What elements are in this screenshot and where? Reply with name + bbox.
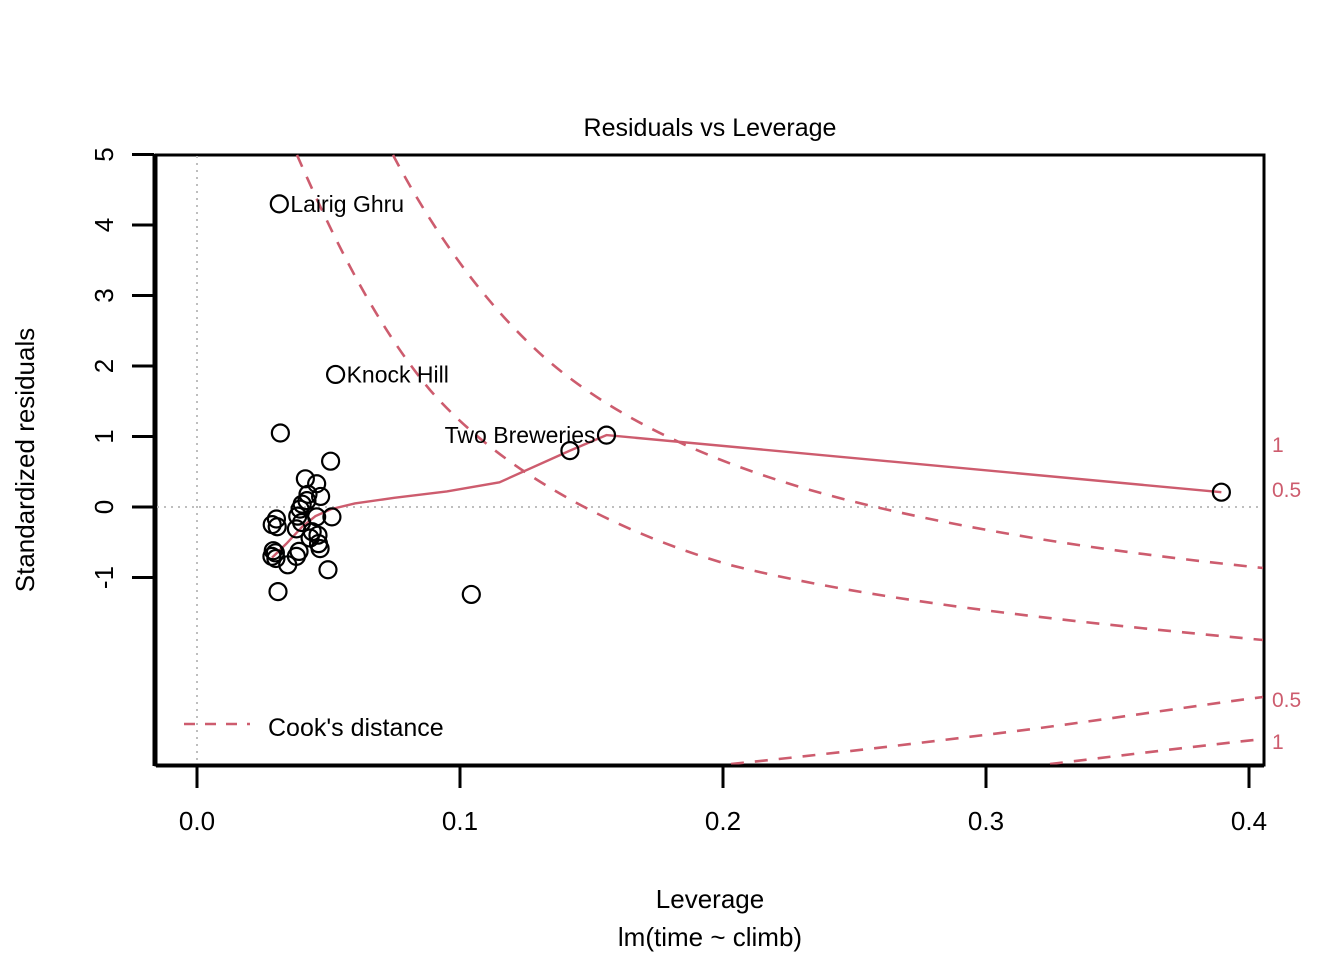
y-tick-label: 4 [89,218,119,232]
scatter-points-layer [262,194,1231,605]
point-labels-layer: Lairig Ghru Knock Hill Two Breweries [290,191,595,448]
cooks-contour-upper-1 [391,154,1264,570]
y-axis: -1 0 1 2 3 4 5 Standardized residuals [10,147,156,766]
data-point [310,538,330,559]
data-point [318,560,338,580]
x-tick-label: 0.0 [179,806,215,836]
cooks-contour-upper-0.5 [295,154,1264,642]
data-point [1211,482,1231,502]
data-point [266,548,286,569]
data-point [265,543,285,563]
x-tick-label: 0.1 [442,806,478,836]
cooks-contour-lower-1 [1049,737,1264,766]
data-point [308,525,328,545]
cooks-contour-labels: 1 0.5 0.5 1 [1272,434,1301,754]
point-label: Knock Hill [347,361,449,387]
point-label: Two Breweries [445,422,596,448]
data-point [596,425,617,445]
data-point [266,509,287,529]
x-tick-label: 0.3 [968,806,1004,836]
y-tick-label: -1 [89,566,119,589]
x-axis-title: Leverage [656,884,764,914]
point-label: Lairig Ghru [290,191,404,217]
y-tick-label: 0 [89,500,119,514]
y-tick-label: 3 [89,288,119,302]
legend-label: Cook's distance [268,714,444,742]
contour-label-lower-1: 1 [1272,731,1284,754]
data-point [278,555,298,575]
cooks-distance-contours [295,154,1264,766]
data-point [560,441,580,461]
data-point [321,451,341,471]
contour-label-upper-1: 1 [1272,434,1284,457]
data-point [311,486,331,507]
y-axis-title: Standardized residuals [10,328,40,593]
x-tick-label: 0.2 [705,806,741,836]
cooks-distance-legend: Cook's distance [184,714,444,742]
loess-smoother-line [271,433,1222,559]
contour-label-lower-0.5: 0.5 [1272,689,1301,712]
data-point [268,581,288,602]
page-title: Residuals vs Leverage [584,114,837,142]
data-point [461,584,481,605]
data-point [322,507,342,527]
x-axis-subtitle: lm(time ~ climb) [618,922,802,952]
x-axis-ticks: 0.0 0.1 0.2 0.3 0.4 [179,766,1267,836]
y-tick-label: 5 [89,147,119,161]
contour-label-upper-0.5: 0.5 [1272,479,1301,502]
y-tick-label: 1 [89,429,119,443]
data-point [269,194,289,214]
data-point [298,484,318,504]
data-point [270,423,290,443]
cooks-contour-lower-0.5 [730,695,1264,766]
data-point [267,517,287,537]
y-axis-ticks: -1 0 1 2 3 4 5 [89,147,154,589]
x-tick-label: 0.4 [1231,806,1267,836]
y-tick-label: 2 [89,359,119,373]
data-point [295,469,315,489]
data-point [326,364,346,385]
x-axis: 0.0 0.1 0.2 0.3 0.4 Leverage lm(time ~ climb… [156,764,1267,952]
